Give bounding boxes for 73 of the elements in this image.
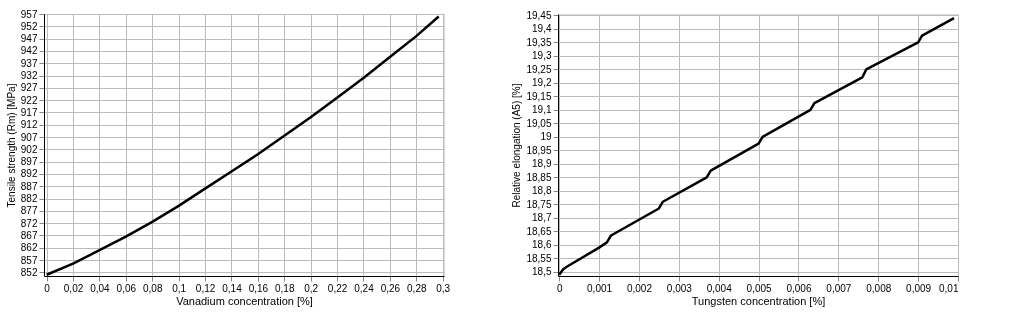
x-tick-label: 0,02 xyxy=(63,282,84,294)
x-tick-label: 0,001 xyxy=(587,282,613,294)
y-tick-label: 18,8 xyxy=(532,185,552,197)
x-tick-label: 0,004 xyxy=(706,282,733,294)
x-tick-label: 0 xyxy=(44,282,51,294)
y-tick-label: 877 xyxy=(20,205,38,217)
y-tick-label: 892 xyxy=(20,168,38,180)
y-tick-label: 18,5 xyxy=(532,266,552,278)
x-tick-label: 0,002 xyxy=(626,282,653,294)
y-tick-label: 912 xyxy=(20,119,38,131)
y-tick-label: 942 xyxy=(20,45,38,57)
y-tick-label: 18,75 xyxy=(526,198,552,210)
y-tick-label: 19,45 xyxy=(526,9,552,21)
x-axis-title: Vanadium concentration [%] xyxy=(176,294,313,307)
y-tick-label: 19,1 xyxy=(532,104,552,116)
y-tick-label: 902 xyxy=(20,143,38,155)
x-tick-label: 0,006 xyxy=(786,282,812,294)
y-tick-label: 18,7 xyxy=(532,212,552,224)
x-tick-label: 0,22 xyxy=(327,282,348,294)
y-tick-label: 18,9 xyxy=(532,158,552,170)
x-tick-label: 0,007 xyxy=(826,282,852,294)
x-tick-label: 0 xyxy=(556,282,563,294)
y-tick-label: 922 xyxy=(20,94,38,106)
y-tick-label: 19 xyxy=(540,131,552,143)
y-tick-label: 862 xyxy=(20,242,38,254)
x-tick-label: 0,003 xyxy=(666,282,693,294)
y-tick-label: 852 xyxy=(20,266,38,278)
x-tick-label: 0,24 xyxy=(354,282,375,294)
x-tick-label: 0,2 xyxy=(304,282,319,294)
y-tick-label: 18,6 xyxy=(532,239,552,251)
y-tick-label: 937 xyxy=(20,57,38,69)
y-tick-label: 897 xyxy=(20,156,38,168)
x-tick-label: 0,16 xyxy=(248,282,269,294)
y-tick-label: 857 xyxy=(20,254,38,266)
y-tick-label: 19,2 xyxy=(532,77,552,89)
y-tick-label: 957 xyxy=(20,8,38,20)
y-tick-label: 19,3 xyxy=(532,50,552,62)
y-tick-label: 18,95 xyxy=(526,144,552,156)
y-tick-label: 867 xyxy=(20,229,38,241)
y-tick-label: 872 xyxy=(20,217,38,229)
y-axis-title: Relative elongation (A5) [%] xyxy=(511,83,523,208)
y-tick-label: 19,05 xyxy=(526,117,552,129)
x-tick-label: 0,08 xyxy=(143,282,163,294)
x-tick-label: 0,3 xyxy=(436,282,451,294)
y-tick-label: 947 xyxy=(20,33,38,45)
x-tick-label: 0,005 xyxy=(746,282,773,294)
y-tick-label: 19,4 xyxy=(532,23,552,35)
y-tick-label: 887 xyxy=(20,180,38,192)
y-tick-label: 18,55 xyxy=(526,252,552,264)
y-axis-title: Tensile strength (Rm) [MPa] xyxy=(5,83,17,208)
x-tick-label: 0,14 xyxy=(222,282,243,294)
x-tick-label: 0,04 xyxy=(90,282,111,294)
x-axis-title: Tungsten concentration [%] xyxy=(691,294,826,307)
x-tick-label: 0,18 xyxy=(275,282,295,294)
x-tick-label: 0,12 xyxy=(195,282,216,294)
y-tick-label: 932 xyxy=(20,70,38,81)
y-tick-label: 18,85 xyxy=(526,171,552,183)
y-tick-label: 917 xyxy=(20,106,38,118)
x-tick-label: 0,26 xyxy=(380,282,401,294)
x-tick-label: 0,1 xyxy=(172,282,187,294)
x-tick-label: 0,009 xyxy=(906,282,932,294)
x-tick-label: 0,06 xyxy=(116,282,137,294)
y-tick-label: 882 xyxy=(20,193,38,205)
y-tick-label: 19,15 xyxy=(526,90,552,102)
y-tick-label: 927 xyxy=(20,82,38,94)
x-tick-label: 0,01 xyxy=(939,282,959,294)
y-tick-label: 907 xyxy=(20,131,38,143)
x-tick-label: 0,28 xyxy=(407,282,427,294)
x-tick-label: 0,008 xyxy=(866,282,892,294)
y-tick-label: 19,25 xyxy=(526,63,552,75)
y-tick-label: 18,65 xyxy=(526,225,552,237)
y-tick-label: 952 xyxy=(20,20,38,32)
y-tick-label: 19,35 xyxy=(526,36,552,48)
